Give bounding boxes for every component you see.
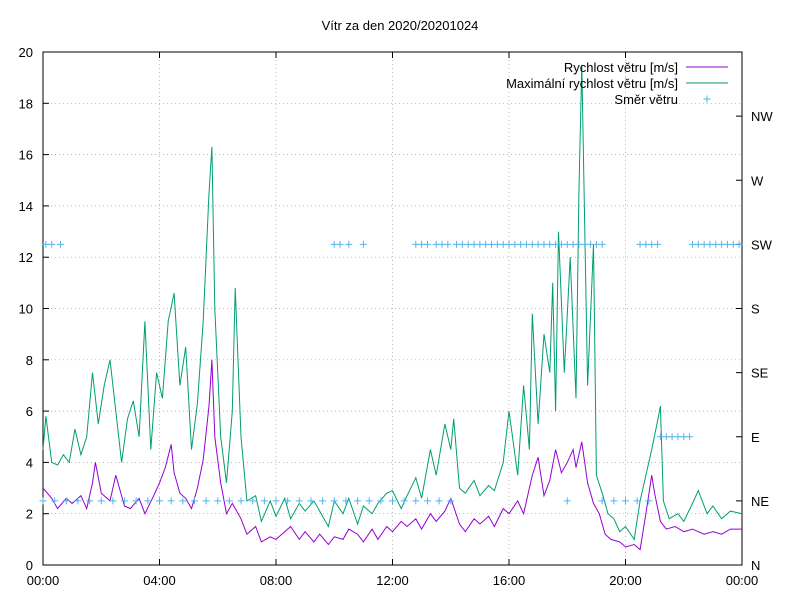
y2-tick-label: SE: [751, 366, 769, 381]
y-tick-label: 4: [26, 455, 33, 470]
x-tick-label: 20:00: [609, 573, 642, 588]
direction-point: [97, 497, 105, 505]
direction-point: [144, 497, 152, 505]
x-tick-label: 00:00: [27, 573, 60, 588]
direction-point: [622, 497, 629, 505]
direction-point: [423, 240, 431, 248]
x-tick-label: 00:00: [726, 573, 759, 588]
series-wind-speed-line: [42, 359, 742, 551]
direction-point: [354, 497, 362, 505]
legend-label: Rychlost větru [m/s]: [564, 60, 678, 75]
legend-sample-marker: [703, 95, 711, 103]
direction-point: [237, 497, 245, 505]
direction-point: [225, 497, 233, 505]
y-tick-label: 14: [19, 199, 33, 214]
y2-tick-label: E: [751, 430, 760, 445]
direction-point: [610, 497, 618, 505]
direction-point: [307, 497, 315, 505]
direction-point: [272, 497, 280, 505]
y-tick-label: 16: [19, 148, 33, 163]
y2-tick-label: SW: [751, 237, 773, 252]
series-max-wind-speed-line: [42, 64, 743, 541]
y2-tick-labels: N NE E SE S SW W NW: [751, 109, 773, 573]
plot-area: [39, 64, 743, 551]
y-tick-label: 8: [26, 353, 33, 368]
direction-point: [190, 497, 198, 505]
direction-point: [598, 497, 606, 505]
direction-point: [319, 497, 327, 505]
y-tick-label: 20: [19, 45, 33, 60]
direction-point: [336, 240, 344, 248]
direction-point: [86, 497, 94, 505]
direction-point: [295, 497, 303, 505]
direction-point: [249, 497, 257, 505]
direction-point: [51, 497, 59, 505]
direction-point: [202, 497, 210, 505]
chart-title: Vítr za den 2020/20201024: [322, 18, 479, 33]
direction-point: [260, 497, 268, 505]
direction-point: [598, 240, 606, 248]
legend-label: Maximální rychlost větru [m/s]: [506, 76, 678, 91]
y2-tick-label: NW: [751, 109, 773, 124]
y2-tick-label: N: [751, 558, 760, 573]
direction-point: [74, 497, 82, 505]
direction-point: [365, 497, 373, 505]
direction-point: [423, 497, 431, 505]
y-tick-label: 0: [26, 558, 33, 573]
direction-point: [330, 497, 338, 505]
direction-point: [179, 497, 187, 505]
x-tick-label: 04:00: [143, 573, 176, 588]
direction-point: [109, 497, 117, 505]
direction-point: [167, 497, 175, 505]
direction-point: [214, 497, 222, 505]
x-tick-label: 12:00: [376, 573, 409, 588]
direction-point: [389, 497, 396, 505]
direction-point: [62, 497, 70, 505]
direction-point: [359, 240, 367, 248]
direction-point: [377, 497, 385, 505]
direction-point: [412, 497, 420, 505]
axes: [42, 51, 743, 566]
direction-point: [645, 497, 653, 505]
direction-point: [156, 497, 163, 505]
direction-point: [132, 497, 140, 505]
y-tick-labels: 0 2 4 6 8 10 12 14 16 18 20: [19, 45, 33, 573]
x-tick-labels: 00:00 04:00 08:00 12:00 16:00 20:00 00:00: [27, 573, 759, 588]
y-tick-label: 10: [19, 302, 33, 317]
gridlines: [43, 52, 742, 565]
direction-point: [284, 497, 292, 505]
direction-point: [654, 240, 662, 248]
y2-tick-label: NE: [751, 494, 769, 509]
y2-tick-label: S: [751, 302, 760, 317]
direction-point: [121, 497, 129, 505]
y-tick-label: 2: [26, 507, 33, 522]
direction-point: [444, 240, 452, 248]
direction-point: [686, 433, 694, 441]
y-tick-label: 18: [19, 96, 33, 111]
direction-point: [735, 240, 743, 248]
direction-point: [342, 497, 350, 505]
direction-point: [435, 497, 443, 505]
x-tick-label: 16:00: [493, 573, 526, 588]
y-tick-label: 6: [26, 404, 33, 419]
y-tick-label: 12: [19, 250, 33, 265]
direction-point: [48, 240, 56, 248]
y2-tick-label: W: [751, 173, 764, 188]
x-tick-label: 08:00: [260, 573, 293, 588]
direction-point: [633, 497, 641, 505]
direction-point: [563, 497, 571, 505]
direction-point: [345, 240, 353, 248]
direction-point: [56, 240, 64, 248]
legend: Rychlost větru [m/s]Maximální rychlost v…: [506, 60, 728, 107]
series-direction-points: [39, 240, 743, 505]
direction-point: [447, 497, 455, 505]
legend-label: Směr větru: [614, 92, 678, 107]
direction-point: [400, 497, 408, 505]
direction-point: [39, 497, 47, 505]
